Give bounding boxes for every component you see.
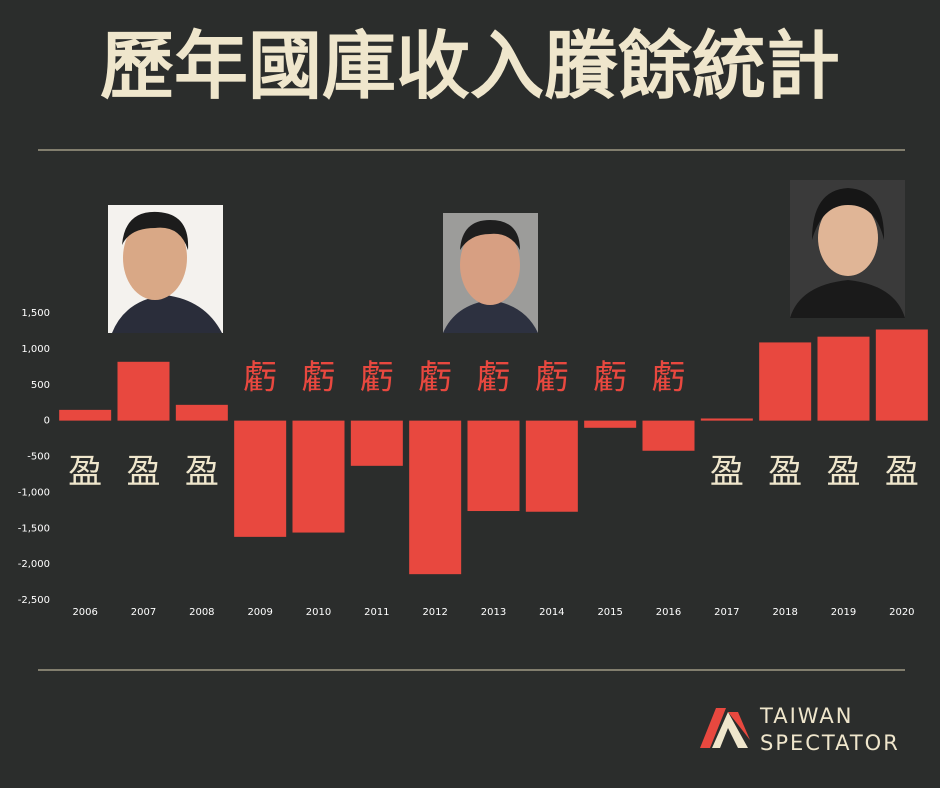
bar-annotation: 虧 [535, 358, 569, 398]
bar-annotation: 盈 [710, 452, 744, 492]
y-tick-label: 1,500 [21, 308, 50, 319]
bar [234, 420, 287, 537]
x-tick-label: 2009 [247, 607, 272, 618]
bar-annotation: 虧 [652, 358, 686, 398]
bar [409, 420, 462, 575]
bar [642, 420, 695, 451]
bar-annotation: 虧 [477, 358, 511, 398]
bar [350, 420, 403, 466]
x-tick-label: 2018 [772, 607, 797, 618]
bar-annotation: 虧 [243, 358, 277, 398]
y-tick-label: -1,000 [18, 487, 50, 498]
bar [759, 342, 812, 421]
portrait [790, 180, 905, 318]
logo-text: TAIWAN [759, 704, 853, 728]
x-tick-label: 2020 [889, 607, 914, 618]
y-tick-label: -500 [27, 452, 50, 463]
bar-annotation: 虧 [418, 358, 452, 398]
bar [467, 420, 520, 512]
bar [584, 420, 637, 428]
portrait [443, 213, 538, 333]
bar [59, 409, 112, 421]
bar-annotation: 盈 [127, 452, 161, 492]
logo-text: SPECTATOR [760, 731, 900, 755]
y-tick-label: -1,500 [18, 523, 50, 534]
bar-annotation: 盈 [827, 452, 861, 492]
y-tick-label: 0 [44, 416, 50, 427]
x-tick-label: 2014 [539, 607, 564, 618]
bar [700, 418, 753, 421]
bar-annotation: 盈 [885, 452, 919, 492]
portrait [108, 205, 223, 333]
x-tick-label: 2013 [481, 607, 506, 618]
x-tick-label: 2017 [714, 607, 739, 618]
x-tick-label: 2015 [597, 607, 622, 618]
bar-annotation: 虧 [302, 358, 336, 398]
bar-annotation: 虧 [360, 358, 394, 398]
x-tick-label: 2010 [306, 607, 331, 618]
chart-title: 歷年國庫收入賸餘統計 [100, 24, 840, 110]
logo [700, 708, 750, 748]
bar-annotation: 盈 [185, 452, 219, 492]
x-tick-label: 2012 [422, 607, 447, 618]
bar-annotation: 盈 [768, 452, 802, 492]
x-tick-label: 2019 [831, 607, 856, 618]
x-tick-label: 2011 [364, 607, 389, 618]
x-tick-label: 2016 [656, 607, 681, 618]
x-tick-label: 2008 [189, 607, 214, 618]
bar [117, 361, 170, 421]
y-tick-label: 500 [31, 380, 50, 391]
bar [175, 404, 228, 421]
bar [875, 329, 928, 421]
y-tick-label: 1,000 [21, 344, 50, 355]
bar-annotation: 盈 [68, 452, 102, 492]
bar [817, 336, 870, 421]
bar [525, 420, 578, 512]
bar-annotation: 虧 [593, 358, 627, 398]
x-tick-label: 2007 [131, 607, 156, 618]
y-tick-label: -2,000 [18, 559, 50, 570]
x-tick-label: 2006 [72, 607, 97, 618]
y-tick-label: -2,500 [18, 595, 50, 606]
bar [292, 420, 345, 533]
